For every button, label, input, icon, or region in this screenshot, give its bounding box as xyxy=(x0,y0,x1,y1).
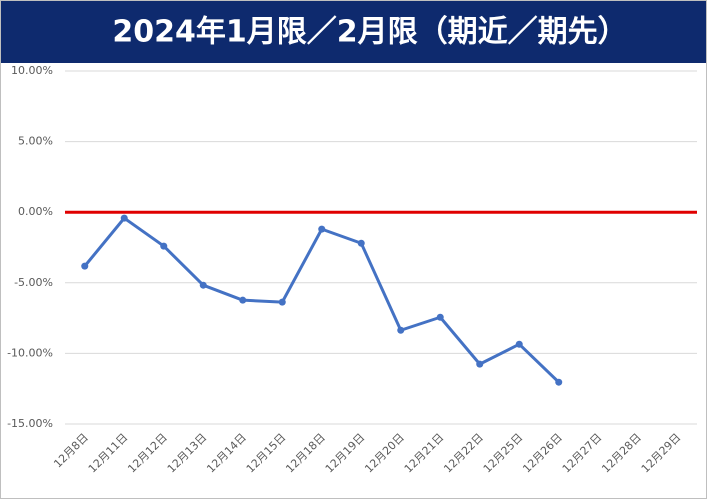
y-tick-label: 10.00% xyxy=(11,64,53,77)
data-point xyxy=(239,296,247,304)
y-tick-label: -15.00% xyxy=(7,417,53,430)
data-point xyxy=(160,242,168,250)
data-point xyxy=(476,360,484,368)
data-point xyxy=(120,214,128,222)
title-banner xyxy=(1,1,706,63)
data-point xyxy=(81,262,89,270)
chart-title: 2024年1月限／2月限（期近／期先） xyxy=(112,15,627,50)
data-point xyxy=(199,281,207,289)
data-point xyxy=(357,239,365,247)
y-tick-label: 0.00% xyxy=(18,205,53,218)
data-point xyxy=(278,298,286,306)
data-point xyxy=(555,378,563,386)
y-tick-label: -10.00% xyxy=(7,346,53,359)
data-point xyxy=(318,225,326,233)
data-point xyxy=(436,313,444,321)
y-tick-label: 5.00% xyxy=(18,135,53,148)
data-point xyxy=(515,340,523,348)
data-point xyxy=(397,326,405,334)
y-tick-label: -5.00% xyxy=(14,276,53,289)
